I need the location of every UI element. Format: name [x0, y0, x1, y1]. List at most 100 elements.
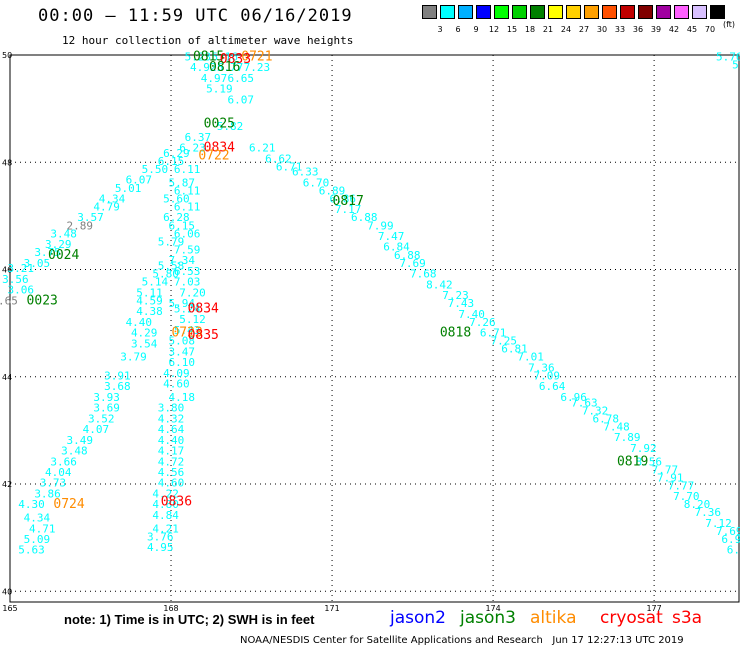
- swh-value-label: 4.60: [163, 377, 190, 390]
- swh-value-label: 7.89: [614, 431, 641, 444]
- legend-swatch-label: 18: [524, 25, 536, 34]
- legend-swatch-label: 70: [704, 25, 716, 34]
- swh-value-label: 7.70: [673, 490, 700, 503]
- swh-value-label: 4.07: [83, 423, 110, 436]
- swh-value-label: 7.20: [179, 286, 206, 299]
- swh-value-label: 7.77: [668, 479, 695, 492]
- swh-value-label: 4.38: [136, 305, 163, 318]
- swh-value-label: 7.69: [399, 257, 426, 270]
- swh-value-label: 7.40: [458, 308, 485, 321]
- swh-value-label: 4.79: [93, 201, 120, 214]
- legend-swatch: [656, 5, 671, 19]
- legend-swatch: [458, 5, 473, 19]
- swh-value-label: 3.57: [77, 211, 104, 224]
- mission-label-altika: altika: [530, 608, 577, 628]
- legend-swatch: [548, 5, 563, 19]
- swh-value-label: 3.93: [93, 391, 120, 404]
- swh-value-label: 5.23: [185, 50, 212, 63]
- swh-value-label: 3.29: [45, 238, 72, 251]
- y-tick-label: 44: [2, 373, 12, 382]
- legend-swatch: [584, 5, 599, 19]
- swh-value-label: 6.07: [126, 174, 153, 187]
- swh-value-label: 5.01: [115, 182, 142, 195]
- swh-value-label: 6.62: [265, 152, 292, 165]
- swh-value-label: 7.17: [335, 203, 362, 216]
- legend-swatch: [530, 5, 545, 19]
- swh-value-label: 5.43: [174, 324, 201, 337]
- swh-value-label: 4.18: [169, 391, 196, 404]
- legend-swatch: [440, 5, 455, 19]
- swh-value-label: 6.06: [174, 227, 201, 240]
- swh-value-label: 5.19: [206, 83, 233, 96]
- swh-value-label: 7.23: [442, 289, 469, 302]
- swh-value-label: 7.26: [469, 316, 496, 329]
- swh-value-label: 4.56: [158, 466, 185, 479]
- legend-swatch: [602, 5, 617, 19]
- swh-value-label: 5.24: [174, 302, 201, 315]
- swh-value-label: 3.75: [34, 246, 61, 259]
- legend-swatch: [674, 5, 689, 19]
- pass-time-label: 0721: [241, 49, 272, 64]
- legend-swatch-label: 27: [578, 25, 590, 34]
- swh-value-label: 7.47: [378, 230, 405, 243]
- swh-value-label: 5.77: [217, 61, 244, 74]
- x-tick-label: 165: [2, 604, 17, 613]
- legend-swatch: [638, 5, 653, 19]
- swh-value-label: 3.86: [34, 487, 61, 500]
- swh-value-label: 4.72: [158, 455, 185, 468]
- legend-swatch-label: 3: [437, 25, 443, 34]
- swh-value-label: 4.17: [158, 445, 185, 458]
- swh-value-label: 7.43: [448, 297, 475, 310]
- swh-value-label: 4.34: [24, 512, 51, 525]
- swh-value-label: 3.68: [104, 380, 131, 393]
- swh-value-label: 6.64: [539, 380, 566, 393]
- swh-value-label: 4.60: [158, 477, 185, 490]
- swh-value-label: 5.94: [169, 297, 196, 310]
- y-tick-label: 48: [2, 158, 12, 167]
- swh-value-label: 5.59: [732, 58, 740, 71]
- swh-value-label: 6.93: [721, 533, 740, 546]
- swh-value-label: 5.08: [169, 335, 196, 348]
- legend-swatch-label: 12: [488, 25, 500, 34]
- legend-units: (ft): [723, 20, 736, 29]
- swh-value-label: 6.70: [303, 176, 330, 189]
- swh-value-label: 7.68: [410, 268, 437, 281]
- legend-swatch-label: 42: [668, 25, 680, 34]
- swh-value-label: 6.86: [330, 192, 357, 205]
- swh-value-label: 2.65: [0, 294, 18, 307]
- swh-value-label: 6.96: [560, 391, 587, 404]
- swh-value-label: 3.66: [50, 455, 77, 468]
- swh-value-label: 6.10: [169, 356, 196, 369]
- swh-value-label: 6.11: [174, 184, 201, 197]
- swh-value-label: 5.16: [211, 50, 238, 63]
- swh-value-label: 3.47: [169, 345, 196, 358]
- legend-swatch-label: 45: [686, 25, 698, 34]
- swh-value-label: 7.69: [716, 525, 740, 538]
- swh-value-label: 7.32: [582, 404, 609, 417]
- swh-value-label: 6.23: [179, 142, 206, 155]
- swh-value-label: 5.79: [158, 235, 185, 248]
- pass-time-label: 0815: [193, 49, 224, 64]
- x-tick-label: 168: [163, 604, 178, 613]
- swh-value-label: 7.25: [491, 335, 518, 348]
- swh-value-label: 7.34: [169, 254, 196, 267]
- swh-value-label: 4.84: [152, 509, 179, 522]
- mission-label-s3a: s3a: [672, 608, 703, 628]
- legend-swatch: [620, 5, 635, 19]
- pass-time-label: 0816: [209, 60, 240, 75]
- legend-swatch: [494, 5, 509, 19]
- swh-value-label: 4.40: [126, 316, 153, 329]
- swh-value-label: 7.63: [571, 396, 598, 409]
- swh-value-label: 5.60: [163, 192, 190, 205]
- legend-swatch: [422, 5, 437, 19]
- swh-value-label: 6.81: [501, 343, 528, 356]
- swh-value-label: 4.59: [136, 294, 163, 307]
- swh-value-label: 4.21: [152, 522, 179, 535]
- swh-value-label: 3.06: [7, 284, 34, 297]
- swh-value-label: 6.15: [169, 219, 196, 232]
- swh-value-label: 6.28: [163, 211, 190, 224]
- swh-value-label: 3.79: [120, 351, 147, 364]
- mission-label-jason2: jason2: [390, 608, 446, 628]
- units-note: note: 1) Time is in UTC; 2) SWH is in fe…: [64, 612, 315, 627]
